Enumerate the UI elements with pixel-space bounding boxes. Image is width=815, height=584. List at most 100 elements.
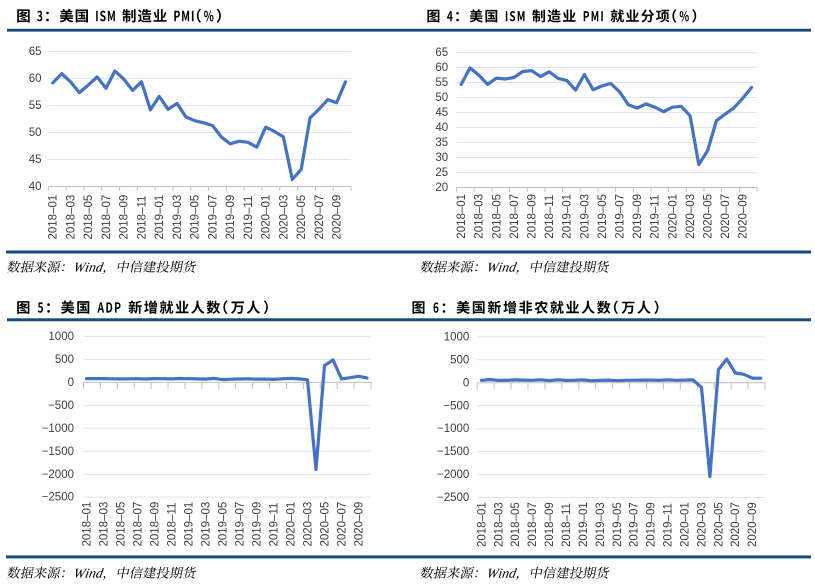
svg-text:2019–11: 2019–11 — [663, 503, 675, 547]
svg-text:2018–01: 2018–01 — [81, 502, 93, 547]
svg-text:2018–09: 2018–09 — [527, 194, 539, 239]
svg-text:2019–01: 2019–01 — [154, 195, 166, 240]
svg-text:2019–01: 2019–01 — [578, 502, 590, 547]
svg-text:2020–07: 2020–07 — [314, 195, 326, 240]
svg-text:2020–03: 2020–03 — [685, 194, 697, 239]
svg-text:2019–01: 2019–01 — [183, 502, 195, 547]
svg-text:2019–05: 2019–05 — [217, 502, 229, 547]
svg-text:−1000: −1000 — [42, 423, 74, 435]
svg-text:2019–09: 2019–09 — [646, 502, 658, 547]
svg-text:−2500: −2500 — [437, 492, 469, 504]
svg-text:2018–11: 2018–11 — [136, 196, 148, 240]
svg-text:1000: 1000 — [48, 331, 74, 343]
svg-text:500: 500 — [450, 354, 469, 366]
svg-text:2019–03: 2019–03 — [579, 194, 591, 239]
svg-text:25: 25 — [435, 167, 448, 179]
svg-text:−1500: −1500 — [437, 446, 469, 458]
svg-text:2018–09: 2018–09 — [544, 502, 556, 547]
svg-text:55: 55 — [435, 77, 448, 89]
svg-text:2018–05: 2018–05 — [115, 502, 127, 547]
svg-text:−2000: −2000 — [437, 469, 469, 481]
svg-text:2018–09: 2018–09 — [149, 502, 161, 547]
svg-text:2018–05: 2018–05 — [510, 502, 522, 547]
svg-text:1000: 1000 — [444, 331, 470, 343]
svg-text:−2000: −2000 — [42, 469, 74, 481]
svg-text:65: 65 — [435, 47, 448, 59]
svg-text:−1500: −1500 — [42, 446, 74, 458]
svg-text:2019–11: 2019–11 — [650, 195, 662, 239]
svg-text:2020–09: 2020–09 — [738, 194, 750, 239]
svg-text:2018–07: 2018–07 — [527, 502, 539, 547]
svg-text:2019–07: 2019–07 — [629, 502, 641, 547]
svg-text:2020–09: 2020–09 — [332, 195, 344, 240]
svg-text:2019–05: 2019–05 — [597, 194, 609, 239]
svg-text:35: 35 — [435, 137, 448, 149]
svg-text:40: 40 — [435, 122, 448, 134]
svg-text:20: 20 — [435, 182, 448, 194]
svg-text:−1000: −1000 — [437, 423, 469, 435]
svg-text:45: 45 — [435, 107, 448, 119]
svg-text:2019–05: 2019–05 — [190, 195, 202, 240]
svg-text:2019–07: 2019–07 — [615, 194, 627, 239]
svg-text:2018–11: 2018–11 — [561, 503, 573, 547]
svg-text:45: 45 — [29, 154, 42, 166]
svg-text:0: 0 — [463, 377, 469, 389]
svg-text:2018–07: 2018–07 — [132, 502, 144, 547]
svg-text:2020–05: 2020–05 — [713, 502, 725, 547]
svg-text:2018–05: 2018–05 — [83, 195, 95, 240]
svg-text:50: 50 — [435, 92, 448, 104]
svg-text:2018–07: 2018–07 — [509, 194, 521, 239]
svg-text:60: 60 — [29, 73, 42, 85]
svg-text:2020–03: 2020–03 — [302, 502, 314, 547]
svg-text:2020–01: 2020–01 — [667, 194, 679, 239]
svg-text:2018–03: 2018–03 — [474, 194, 486, 239]
svg-text:−500: −500 — [443, 400, 469, 412]
svg-text:2018–11: 2018–11 — [166, 503, 178, 547]
svg-text:60: 60 — [435, 62, 448, 74]
svg-text:2020–01: 2020–01 — [261, 195, 273, 240]
svg-text:55: 55 — [29, 100, 42, 112]
svg-text:2020–09: 2020–09 — [747, 502, 759, 547]
svg-text:2020–07: 2020–07 — [730, 502, 742, 547]
svg-text:2018–05: 2018–05 — [491, 194, 503, 239]
svg-text:2020–07: 2020–07 — [336, 502, 348, 547]
svg-text:2020–09: 2020–09 — [353, 502, 365, 547]
svg-text:2019–09: 2019–09 — [225, 195, 237, 240]
svg-text:2020–07: 2020–07 — [720, 194, 732, 239]
svg-text:−500: −500 — [48, 400, 74, 412]
svg-text:−2500: −2500 — [42, 492, 74, 504]
svg-text:2020–01: 2020–01 — [285, 502, 297, 547]
svg-text:2019–09: 2019–09 — [632, 194, 644, 239]
svg-text:2018–07: 2018–07 — [101, 195, 113, 240]
svg-text:2018–03: 2018–03 — [65, 195, 77, 240]
svg-text:30: 30 — [435, 152, 448, 164]
svg-text:2019–03: 2019–03 — [172, 195, 184, 240]
svg-text:2020–05: 2020–05 — [319, 502, 331, 547]
svg-text:2018–01: 2018–01 — [48, 195, 60, 240]
svg-text:2019–05: 2019–05 — [612, 502, 624, 547]
svg-text:2019–09: 2019–09 — [251, 502, 263, 547]
svg-text:50: 50 — [29, 127, 42, 139]
svg-text:2019–11: 2019–11 — [268, 503, 280, 547]
svg-text:40: 40 — [29, 181, 42, 193]
svg-text:2018–11: 2018–11 — [544, 195, 556, 239]
svg-text:2018–03: 2018–03 — [98, 502, 110, 547]
svg-text:2020–03: 2020–03 — [278, 195, 290, 240]
svg-text:2018–01: 2018–01 — [456, 194, 468, 239]
svg-text:2019–03: 2019–03 — [595, 502, 607, 547]
svg-text:2019–01: 2019–01 — [562, 194, 574, 239]
svg-text:2019–07: 2019–07 — [234, 502, 246, 547]
svg-text:2019–03: 2019–03 — [200, 502, 212, 547]
svg-text:2020–05: 2020–05 — [296, 195, 308, 240]
svg-text:2019–11: 2019–11 — [243, 196, 255, 240]
svg-text:2019–07: 2019–07 — [207, 195, 219, 240]
svg-text:2020–05: 2020–05 — [703, 194, 715, 239]
svg-text:2020–01: 2020–01 — [679, 502, 691, 547]
svg-text:2018–09: 2018–09 — [119, 195, 131, 240]
svg-text:2020–03: 2020–03 — [696, 502, 708, 547]
svg-text:0: 0 — [68, 377, 74, 389]
svg-text:2018–01: 2018–01 — [476, 502, 488, 547]
svg-text:2018–03: 2018–03 — [493, 502, 505, 547]
svg-text:65: 65 — [29, 46, 42, 58]
svg-text:500: 500 — [55, 354, 74, 366]
